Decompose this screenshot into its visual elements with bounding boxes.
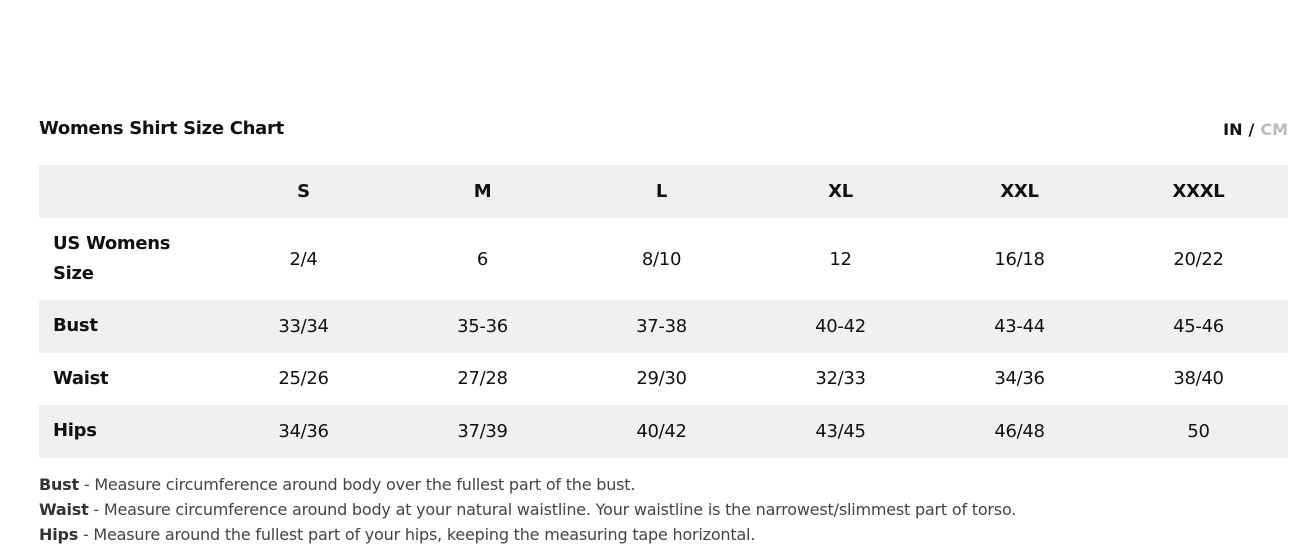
size-value-cell: 8/10 (641, 248, 682, 270)
note-term: Waist (39, 500, 89, 519)
size-value-cell: 25/26 (278, 368, 329, 390)
note-text: - Measure circumference around body at y… (88, 500, 1017, 519)
size-value-cell: 12 (829, 248, 852, 270)
measurement-notes: Bust - Measure circumference around body… (39, 472, 1016, 547)
size-value-cell: 35-36 (457, 315, 508, 337)
size-value-cell: 34/36 (278, 420, 329, 442)
header-cell-size: XL (828, 181, 853, 202)
size-value-cell: 29/30 (636, 368, 687, 390)
header-cell-size: XXXL (1172, 181, 1225, 202)
unit-toggle: IN / CM (1223, 120, 1288, 139)
size-value-cell: 32/33 (815, 368, 866, 390)
size-value-cell: 40-42 (815, 315, 866, 337)
size-value-cell: 38/40 (1173, 368, 1224, 390)
size-value-cell: 46/48 (994, 420, 1045, 442)
size-value-cell: 37-38 (636, 315, 687, 337)
unit-cm-button[interactable]: CM (1260, 120, 1288, 139)
size-value-cell: 43-44 (994, 315, 1045, 337)
size-value-cell: 50 (1187, 420, 1210, 442)
note-text: - Measure circumference around body over… (78, 475, 636, 494)
page-title: Womens Shirt Size Chart (39, 118, 284, 139)
header-cell-size: S (297, 181, 310, 202)
size-chart-table: S M L XL XXL XXXL US Womens Size 2/4 6 8/10… (39, 165, 1288, 458)
header-cell-size: L (655, 181, 668, 202)
note-waist: Waist - Measure circumference around bod… (39, 497, 1016, 522)
header-cell-size: M (473, 181, 492, 202)
row-label: US Womens Size (53, 233, 171, 284)
size-value-cell: 34/36 (994, 368, 1045, 390)
size-value-cell: 45-46 (1173, 315, 1224, 337)
size-value-cell: 43/45 (815, 420, 866, 442)
note-text: - Measure around the fullest part of you… (78, 525, 756, 544)
row-label: Hips (53, 420, 97, 442)
size-value-cell: 6 (476, 248, 489, 270)
table-row: Bust 33/34 35-36 37-38 40-42 43-44 45-46 (39, 300, 1288, 353)
table-row: Hips 34/36 37/39 40/42 43/45 46/48 50 (39, 405, 1288, 458)
size-value-cell: 40/42 (636, 420, 687, 442)
size-value-cell: 27/28 (457, 368, 508, 390)
header-cell-empty (39, 165, 214, 218)
table-row: Waist 25/26 27/28 29/30 32/33 34/36 38/40 (39, 353, 1288, 406)
row-label: Bust (53, 315, 98, 337)
note-term: Bust (39, 475, 79, 494)
unit-separator: / (1248, 120, 1255, 139)
table-row: US Womens Size 2/4 6 8/10 12 16/18 20/22 (39, 218, 1288, 300)
row-label: Waist (53, 367, 109, 389)
note-term: Hips (39, 525, 79, 544)
size-value-cell: 33/34 (278, 315, 329, 337)
unit-in-button[interactable]: IN (1223, 120, 1243, 139)
note-hips: Hips - Measure around the fullest part o… (39, 522, 1016, 547)
header-row: S M L XL XXL XXXL (39, 165, 1288, 218)
size-value-cell: 16/18 (994, 248, 1045, 270)
size-value-cell: 2/4 (289, 248, 318, 270)
header-cell-size: XXL (1000, 181, 1039, 202)
size-value-cell: 20/22 (1173, 248, 1224, 270)
size-value-cell: 37/39 (457, 420, 508, 442)
note-bust: Bust - Measure circumference around body… (39, 472, 1016, 497)
